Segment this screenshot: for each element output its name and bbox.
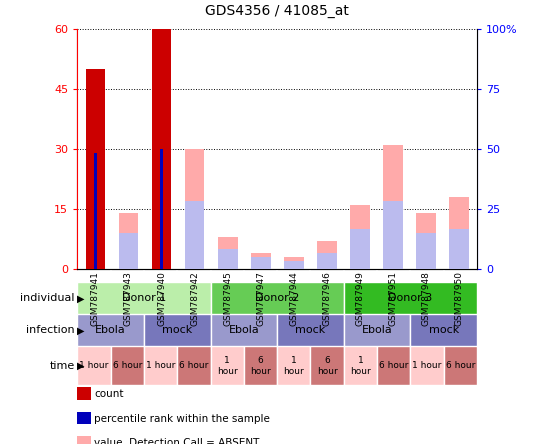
Bar: [144, 346, 177, 385]
Text: Donor 3: Donor 3: [388, 293, 433, 303]
Text: mock: mock: [429, 325, 459, 335]
Bar: [77, 314, 144, 346]
Bar: [118, 213, 139, 269]
Bar: [94, 153, 97, 269]
Text: percentile rank within the sample: percentile rank within the sample: [94, 414, 270, 424]
Text: count: count: [94, 389, 124, 399]
Bar: [449, 197, 469, 269]
Text: 6
hour: 6 hour: [317, 356, 337, 376]
Text: individual: individual: [20, 293, 75, 303]
Bar: [310, 346, 344, 385]
Bar: [85, 69, 106, 269]
Bar: [350, 229, 370, 269]
Bar: [344, 314, 410, 346]
Text: 6 hour: 6 hour: [179, 361, 208, 370]
Bar: [177, 346, 211, 385]
Text: ▶: ▶: [77, 293, 85, 303]
Text: value, Detection Call = ABSENT: value, Detection Call = ABSENT: [94, 438, 260, 444]
Bar: [284, 261, 304, 269]
Bar: [244, 346, 277, 385]
Bar: [344, 346, 377, 385]
Text: 1 hour: 1 hour: [79, 361, 109, 370]
Bar: [383, 201, 403, 269]
Bar: [344, 282, 477, 314]
Bar: [111, 346, 144, 385]
Text: mock: mock: [295, 325, 326, 335]
Bar: [277, 314, 344, 346]
Bar: [184, 149, 205, 269]
Bar: [118, 233, 139, 269]
Text: 1 hour: 1 hour: [413, 361, 442, 370]
Bar: [217, 249, 238, 269]
Text: ▶: ▶: [77, 325, 85, 335]
Text: 6 hour: 6 hour: [446, 361, 475, 370]
Bar: [144, 314, 211, 346]
Text: 1
hour: 1 hour: [217, 356, 238, 376]
Text: 1
hour: 1 hour: [350, 356, 371, 376]
Bar: [377, 346, 410, 385]
Text: 1 hour: 1 hour: [146, 361, 175, 370]
Text: 6 hour: 6 hour: [379, 361, 408, 370]
Text: 6
hour: 6 hour: [250, 356, 271, 376]
Text: Donor 1: Donor 1: [122, 293, 166, 303]
Bar: [277, 346, 310, 385]
Bar: [416, 233, 436, 269]
Bar: [184, 201, 205, 269]
Bar: [317, 253, 337, 269]
Bar: [211, 282, 344, 314]
Bar: [211, 314, 277, 346]
Bar: [410, 314, 477, 346]
Text: GDS4356 / 41085_at: GDS4356 / 41085_at: [205, 4, 349, 18]
Bar: [383, 145, 403, 269]
Bar: [217, 237, 238, 269]
Text: time: time: [50, 361, 75, 371]
Text: Ebola: Ebola: [362, 325, 392, 335]
Text: Donor 2: Donor 2: [255, 293, 300, 303]
Text: 6 hour: 6 hour: [112, 361, 142, 370]
Bar: [350, 205, 370, 269]
Bar: [211, 346, 244, 385]
Bar: [317, 241, 337, 269]
Bar: [449, 229, 469, 269]
Text: Ebola: Ebola: [95, 325, 126, 335]
Bar: [284, 257, 304, 269]
Bar: [410, 346, 443, 385]
Bar: [251, 257, 271, 269]
Text: mock: mock: [162, 325, 192, 335]
Bar: [77, 282, 211, 314]
Bar: [251, 253, 271, 269]
Bar: [160, 149, 163, 269]
Bar: [151, 29, 172, 269]
Text: infection: infection: [26, 325, 75, 335]
Bar: [443, 346, 477, 385]
Text: ▶: ▶: [77, 361, 85, 371]
Text: Ebola: Ebola: [229, 325, 259, 335]
Bar: [416, 213, 436, 269]
Bar: [77, 346, 111, 385]
Text: 1
hour: 1 hour: [284, 356, 304, 376]
